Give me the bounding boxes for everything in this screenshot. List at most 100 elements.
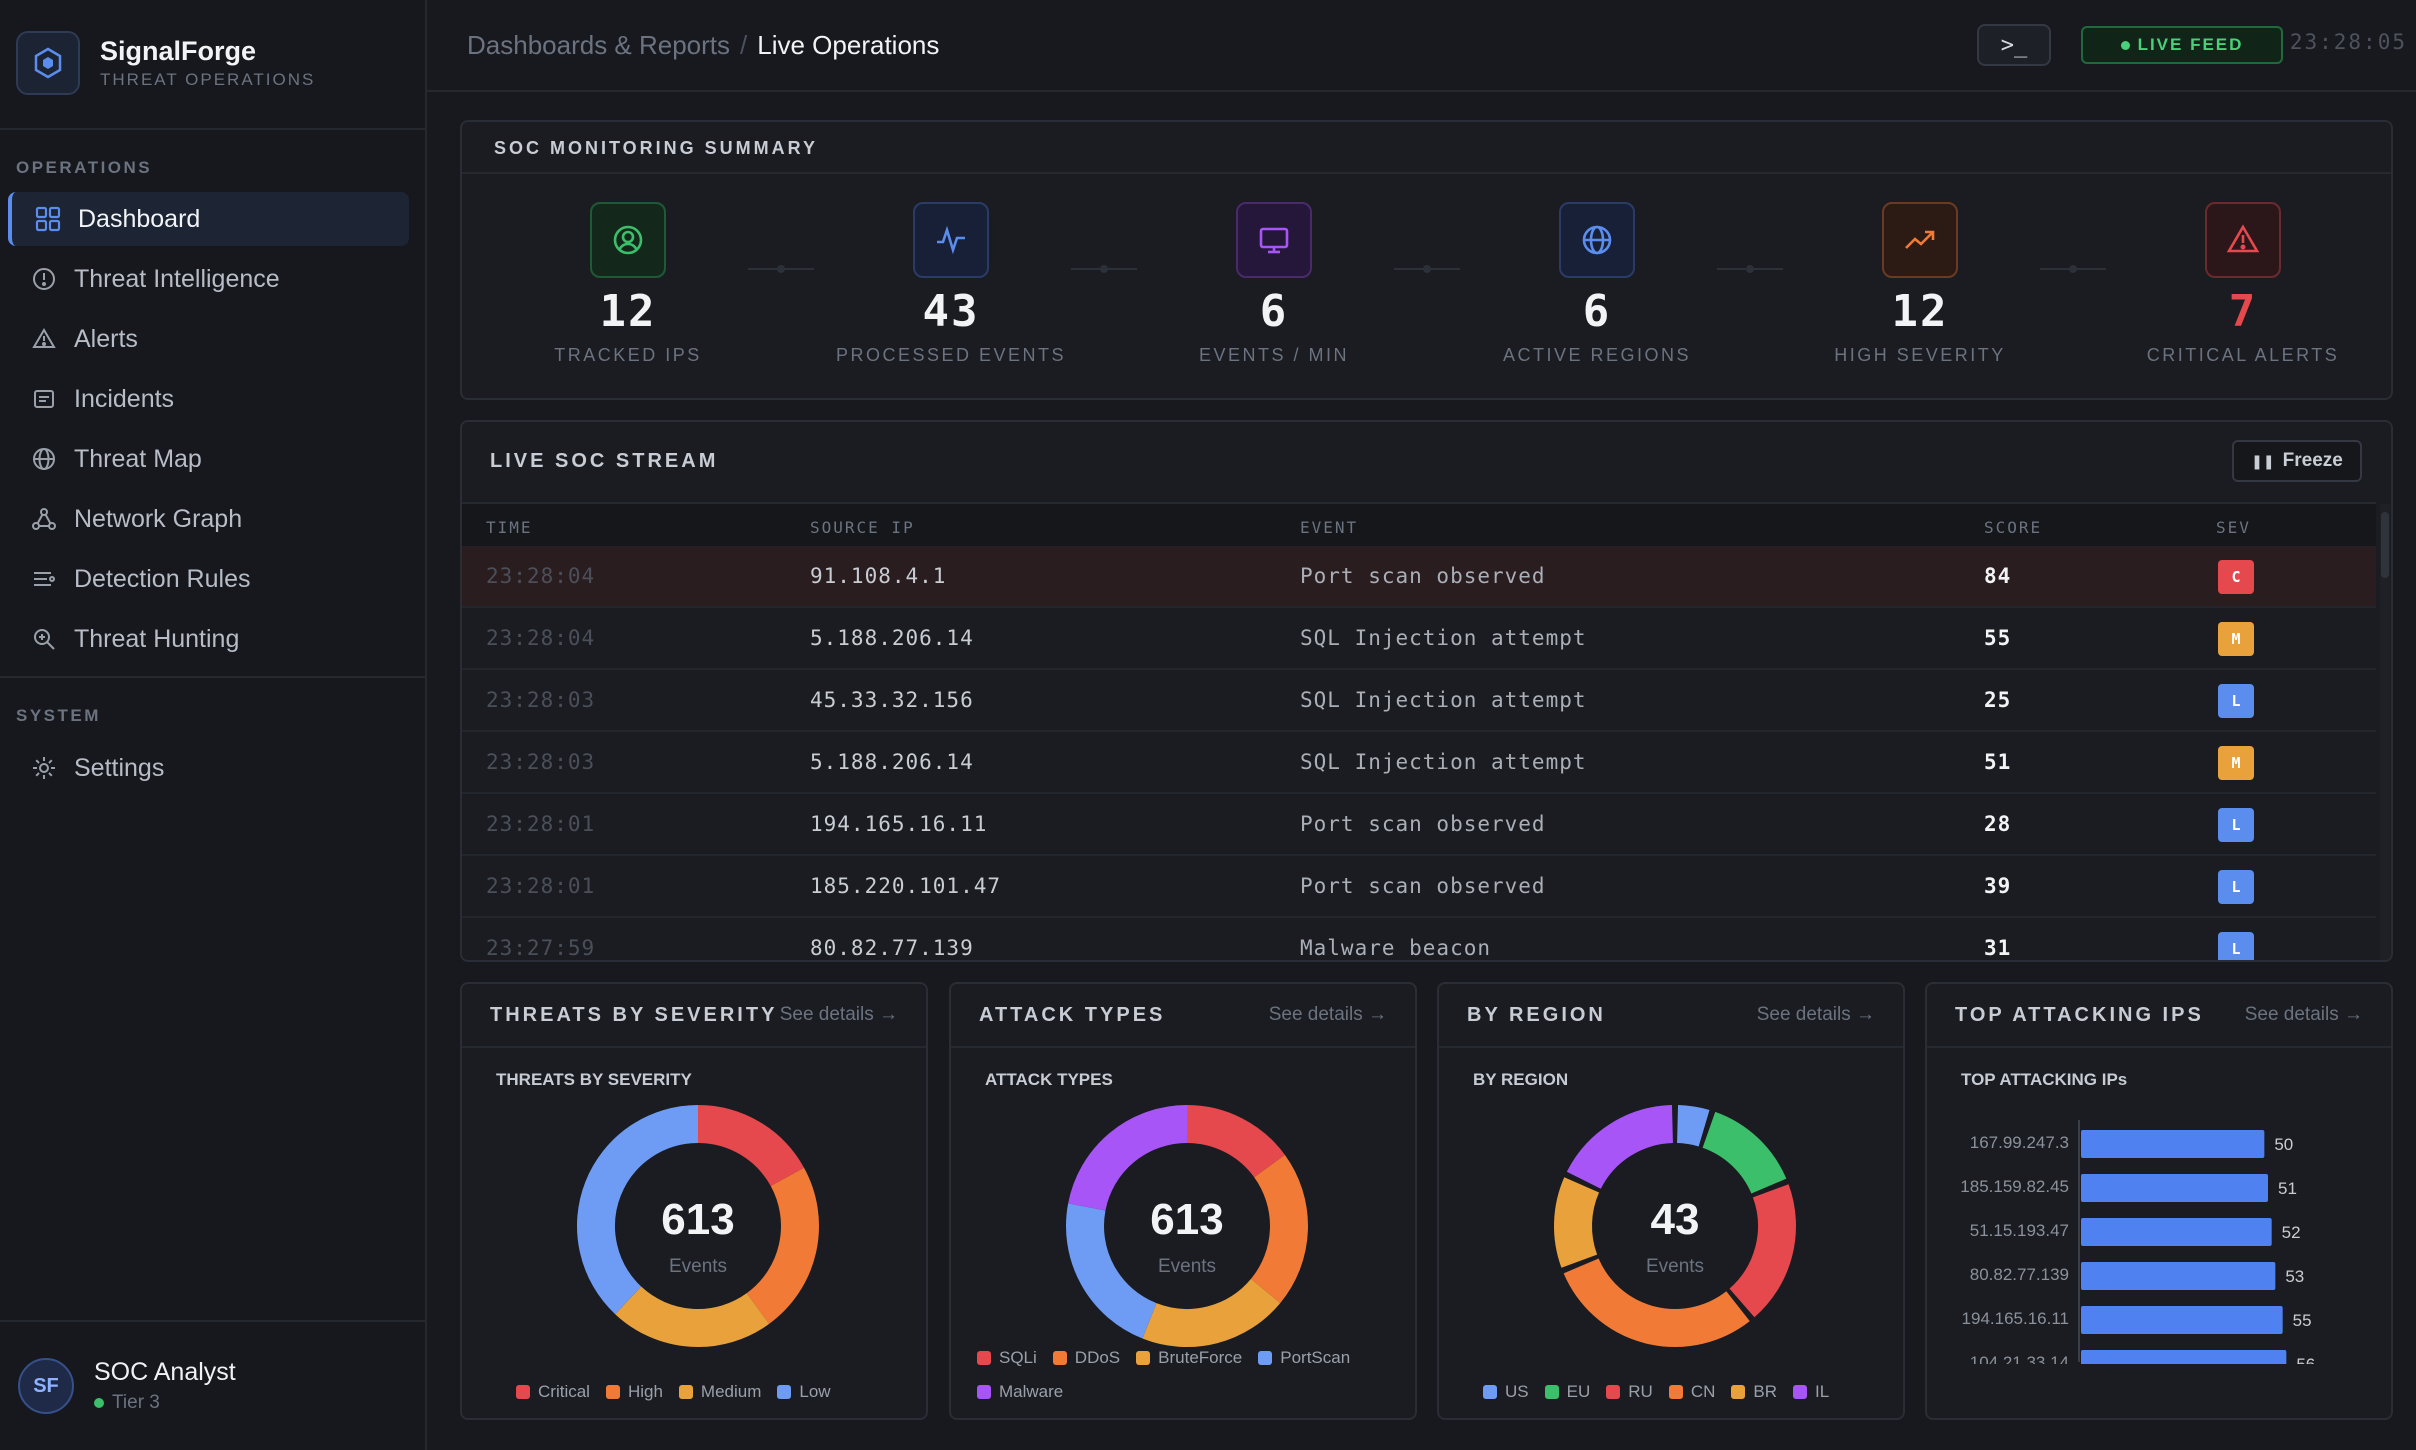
see-details-link[interactable]: See details → xyxy=(779,1004,898,1025)
sidebar-item-label: Network Graph xyxy=(74,504,243,533)
donut-slice-medium[interactable] xyxy=(615,1286,770,1347)
donut-slice-high[interactable] xyxy=(746,1167,819,1324)
table-row[interactable]: 23:28:04 5.188.206.14 SQL Injection attemp… xyxy=(462,608,2376,670)
legend-item-ru[interactable]: RU xyxy=(1606,1382,1653,1402)
stat-high-severity: 12 HIGH SEVERITY xyxy=(1760,202,2080,366)
sidebar-item-threat-map[interactable]: Threat Map xyxy=(8,432,409,486)
legend-swatch xyxy=(516,1385,530,1399)
sidebar-item-label: Incidents xyxy=(74,384,175,413)
legend-item-medium[interactable]: Medium xyxy=(678,1382,761,1402)
legend-item-il[interactable]: IL xyxy=(1793,1382,1829,1402)
sidebar-item-threat-intelligence[interactable]: Threat Intelligence xyxy=(8,252,409,306)
table-row[interactable]: 23:28:03 5.188.206.14 SQL Injection attemp… xyxy=(462,732,2376,794)
bar-104.21.33.14[interactable] xyxy=(2081,1350,2287,1364)
donut-slice-bruteforce[interactable] xyxy=(1142,1278,1281,1347)
user-profile[interactable]: SF SOC Analyst Tier 3 xyxy=(0,1320,425,1450)
legend-item-eu[interactable]: EU xyxy=(1544,1382,1590,1402)
donut-slice-ddos[interactable] xyxy=(1250,1154,1308,1304)
cell-time: 23:27:59 xyxy=(486,936,596,960)
globe-icon xyxy=(28,443,60,475)
legend-item-low[interactable]: Low xyxy=(777,1382,831,1402)
sidebar-item-label: Threat Intelligence xyxy=(74,264,280,293)
app-name: SignalForge xyxy=(100,36,257,66)
card-header-divider xyxy=(1927,1046,2391,1048)
donut-slice-low[interactable] xyxy=(577,1105,699,1315)
hexagon-logo-icon[interactable] xyxy=(16,31,80,95)
legend-swatch xyxy=(1668,1385,1683,1399)
legend-item-br[interactable]: BR xyxy=(1731,1382,1777,1402)
terminal-button[interactable]: >_ xyxy=(1977,24,2051,66)
donut-slice-us[interactable] xyxy=(1676,1105,1710,1147)
bar-185.159.82.45[interactable] xyxy=(2081,1174,2268,1202)
breadcrumb-parent[interactable]: Dashboards & Reports xyxy=(467,30,731,60)
table-row[interactable]: 23:27:59 80.82.77.139 Malware beacon 31 L xyxy=(462,918,2376,960)
see-details-link[interactable]: See details → xyxy=(1756,1004,1875,1025)
legend-item-cn[interactable]: CN xyxy=(1668,1382,1715,1402)
legend-item-malware[interactable]: Malware xyxy=(977,1382,1063,1402)
donut-slice-cn[interactable] xyxy=(1563,1257,1750,1347)
bar-80.82.77.139[interactable] xyxy=(2081,1262,2276,1290)
severity-badge: C xyxy=(2218,560,2254,594)
top-attacking-ips-card: TOP ATTACKING IPS See details → TOP ATTA… xyxy=(1925,982,2393,1420)
cell-time: 23:28:03 xyxy=(486,750,596,774)
sidebar-item-threat-hunting[interactable]: Threat Hunting xyxy=(8,612,409,666)
live-feed-badge[interactable]: LIVE FEED xyxy=(2081,26,2283,64)
donut-slice-critical[interactable] xyxy=(697,1105,805,1187)
sidebar-item-incidents[interactable]: Incidents xyxy=(8,372,409,426)
donut-slice-malware[interactable] xyxy=(1068,1105,1188,1212)
donut-slice-ru[interactable] xyxy=(1729,1184,1796,1318)
pause-icon: ❚❚ xyxy=(2251,452,2275,469)
legend-label: High xyxy=(627,1382,663,1401)
sidebar-item-settings[interactable]: Settings xyxy=(8,741,409,795)
scrollbar-thumb[interactable] xyxy=(2381,512,2389,578)
table-row[interactable]: 23:28:04 91.108.4.1 Port scan observed 84 C xyxy=(462,546,2376,608)
connector-line xyxy=(1717,265,1783,273)
avatar[interactable]: SF xyxy=(18,1358,74,1414)
donut-slice-sqli[interactable] xyxy=(1186,1105,1285,1178)
table-row[interactable]: 23:28:01 185.220.101.47 Port scan observed… xyxy=(462,856,2376,918)
legend-item-us[interactable]: US xyxy=(1483,1382,1529,1402)
bar-value-label: 51 xyxy=(2278,1179,2297,1198)
top-bar: Dashboards & Reports / Live Operations >_ … xyxy=(427,0,2416,92)
table-row[interactable]: 23:28:01 194.165.16.11 Port scan observed 2… xyxy=(462,794,2376,856)
donut-slice-eu[interactable] xyxy=(1702,1111,1787,1195)
bar-167.99.247.3[interactable] xyxy=(2081,1130,2265,1158)
legend-item-critical[interactable]: Critical xyxy=(516,1382,590,1402)
legend-item-ddos[interactable]: DDoS xyxy=(1052,1348,1120,1368)
column-header-source-ip[interactable]: SOURCE IP xyxy=(810,518,915,537)
legend-item-portscan[interactable]: PortScan xyxy=(1258,1348,1350,1368)
sidebar-item-network-graph[interactable]: Network Graph xyxy=(8,492,409,546)
see-details-link[interactable]: See details → xyxy=(1268,1004,1387,1025)
legend-label: PortScan xyxy=(1280,1348,1351,1367)
cell-event: Port scan observed xyxy=(1300,812,1546,836)
grid-icon xyxy=(32,203,64,235)
legend-item-high[interactable]: High xyxy=(605,1382,663,1402)
stream-scrollbar[interactable] xyxy=(2380,504,2390,960)
magnifier-icon xyxy=(28,623,60,655)
donut-slice-il[interactable] xyxy=(1566,1105,1674,1190)
table-row[interactable]: 23:28:03 45.33.32.156 SQL Injection attemp… xyxy=(462,670,2376,732)
stat-label: PROCESSED EVENTS xyxy=(835,345,1067,365)
bar-51.15.193.47[interactable] xyxy=(2081,1218,2272,1246)
card-title: BY REGION xyxy=(1467,1004,1606,1026)
sidebar-item-alerts[interactable]: Alerts xyxy=(8,312,409,366)
column-header-time[interactable]: TIME xyxy=(486,518,533,537)
donut-slice-br[interactable] xyxy=(1554,1177,1600,1268)
card-title: TOP ATTACKING IPS xyxy=(1955,1004,2204,1026)
column-header-sev[interactable]: SEV xyxy=(2216,518,2251,537)
stat-processed-events: 43 PROCESSED EVENTS xyxy=(791,202,1111,366)
cell-source-ip: 80.82.77.139 xyxy=(810,936,974,960)
donut-slice-portscan[interactable] xyxy=(1066,1203,1158,1339)
legend-item-bruteforce[interactable]: BruteForce xyxy=(1136,1348,1242,1368)
bar-194.165.16.11[interactable] xyxy=(2081,1306,2283,1334)
sidebar-item-detection-rules[interactable]: Detection Rules xyxy=(8,552,409,606)
see-details-link[interactable]: See details → xyxy=(2244,1004,2363,1025)
column-header-score[interactable]: SCORE xyxy=(1984,518,2043,537)
globe-icon xyxy=(1559,202,1635,278)
sidebar-item-dashboard[interactable]: Dashboard xyxy=(8,192,409,246)
warning-triangle-icon xyxy=(28,323,60,355)
legend-item-sqli[interactable]: SQLi xyxy=(977,1348,1037,1368)
freeze-button[interactable]: ❚❚ Freeze xyxy=(2232,440,2362,482)
legend-label: BR xyxy=(1753,1382,1777,1401)
column-header-event[interactable]: EVENT xyxy=(1300,518,1359,537)
